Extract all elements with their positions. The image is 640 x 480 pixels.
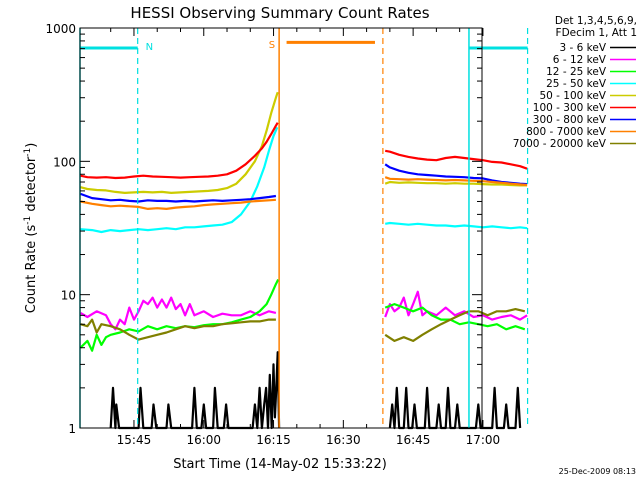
series-line-4-1	[384, 180, 528, 187]
series-line-5-1	[384, 149, 528, 170]
y-tick-label-2: 100	[53, 155, 76, 169]
series-line-8-0	[80, 318, 276, 341]
axes: 1 10 100 1000 15:45 16:00 16:15 16:30 16:45 17:00	[45, 22, 500, 447]
y-label-main: Count Rate (s	[24, 225, 39, 314]
timestamp: 25-Dec-2009 08:13	[559, 467, 636, 476]
legend-header-0: Det 1,3,4,5,6,9,	[555, 15, 637, 27]
night-label: N	[146, 42, 153, 53]
legend-label-0: 3 - 6 keV	[559, 42, 606, 54]
y-tick-label-0: 1	[68, 422, 76, 436]
y-label-mid: detector	[24, 156, 39, 216]
x-tick-label-5: 17:00	[466, 433, 501, 447]
legend-label-8: 7000 - 20000 keV	[513, 138, 607, 150]
plot-lines	[79, 91, 528, 430]
legend-label-1: 6 - 12 keV	[553, 54, 607, 66]
series-line-1-1	[384, 290, 528, 321]
legend-label-7: 800 - 7000 keV	[526, 126, 607, 138]
x-tick-label-0: 15:45	[117, 433, 152, 447]
y-tick-label-3: 1000	[45, 22, 76, 36]
y-label-sup1: -1	[23, 216, 33, 225]
saa-label: S	[269, 40, 275, 51]
y-tick-label-1: 10	[61, 289, 76, 303]
y-axis-label: Count Rate (s-1 detector-1)	[23, 143, 39, 314]
legend: Det 1,3,4,5,6,9,FDecim 1, Att 1 3 - 6 keV…	[513, 15, 637, 150]
series-line-3-0	[80, 126, 279, 234]
series-line-8-1	[384, 308, 526, 342]
legend-label-4: 50 - 100 keV	[539, 90, 606, 102]
legend-label-6: 300 - 800 keV	[533, 114, 607, 126]
series-line-0-1	[388, 386, 522, 430]
plot-frame	[79, 27, 483, 429]
series-line-2-0	[79, 279, 280, 352]
series-line-4-0	[80, 91, 279, 194]
legend-label-5: 100 - 300 keV	[533, 102, 607, 114]
legend-label-2: 12 - 25 keV	[546, 66, 607, 78]
x-tick-label-1: 16:00	[186, 433, 221, 447]
x-tick-label-3: 16:30	[326, 433, 361, 447]
series-line-6-0	[80, 192, 277, 203]
series-line-5-0	[80, 122, 279, 180]
series-line-2-1	[384, 303, 526, 331]
series-line-7-1	[384, 176, 528, 187]
series-line-7-0	[80, 198, 276, 210]
chart-title: HESSI Observing Summary Count Rates	[130, 4, 429, 22]
legend-header-1: FDecim 1, Att 1	[556, 27, 637, 39]
series-line-1-0	[79, 296, 277, 331]
x-tick-label-2: 16:15	[256, 433, 291, 447]
series-line-3-1	[385, 221, 528, 230]
legend-label-3: 25 - 50 keV	[546, 78, 607, 90]
y-label-end: )	[24, 143, 39, 148]
x-axis-label: Start Time (14-May-02 15:33:22)	[173, 457, 387, 472]
x-tick-label-4: 16:45	[396, 433, 431, 447]
y-label-sup2: -1	[23, 148, 33, 157]
series-line-0-0	[109, 351, 281, 430]
